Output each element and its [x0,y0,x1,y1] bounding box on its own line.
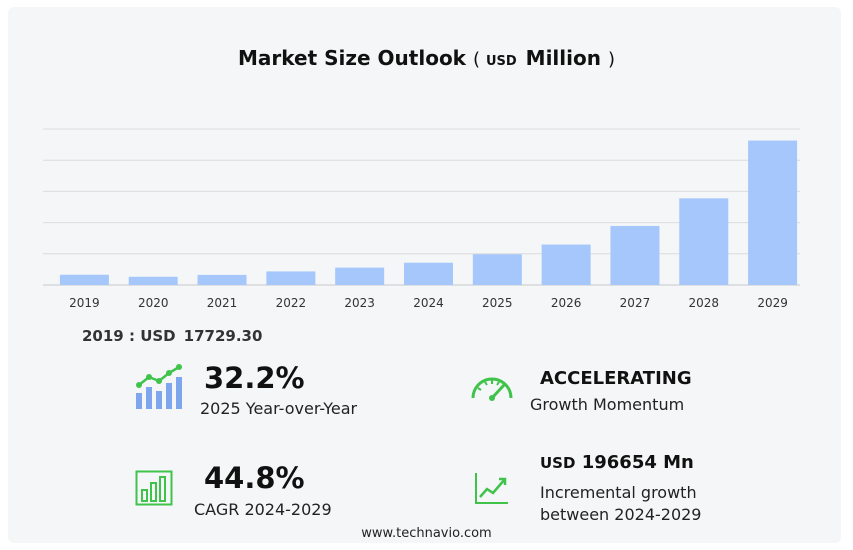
bar-chart-icon [135,470,173,506]
cagr-label: CAGR 2024-2029 [194,500,332,519]
momentum-label: Growth Momentum [530,395,685,414]
x-tick-label-2019: 2019 [69,296,100,310]
bar-2025[interactable] [472,254,522,285]
x-tick-label-2023: 2023 [344,296,375,310]
x-tick-label-2020: 2020 [138,296,169,310]
base-year-value: 2019 : USD 17729.30 [82,327,262,345]
incremental-value: USD 196654 Mn [540,452,694,473]
base-year-number: 17729.30 [183,327,263,345]
x-tick-label-2027: 2027 [620,296,651,310]
bar-2029[interactable] [748,140,798,285]
cagr-value: 44.8% [204,461,305,495]
bar-2024[interactable] [404,262,453,285]
x-tick-label-2025: 2025 [482,296,513,310]
bar-chart: 2019 2020 2021 2022 2023 2024 2025 2026 2027 2028… [43,128,800,310]
x-tick-label-2024: 2024 [413,296,444,310]
incremental-prefix: USD [540,454,576,472]
yoy-value: 32.2% [204,361,305,395]
incremental-label-line2: between 2024-2029 [540,505,702,524]
x-tick-label-2022: 2022 [276,296,307,310]
title-unit-suffix: Million [525,46,601,70]
speedometer-icon [471,377,513,401]
bar-2023[interactable] [335,267,385,285]
bar-2028[interactable] [679,198,729,285]
bar-2026[interactable] [541,244,591,285]
base-year-label: 2019 : USD [82,327,176,345]
line-trend-icon [475,473,508,504]
bar-2020[interactable] [128,276,178,285]
yoy-label: 2025 Year-over-Year [200,399,358,418]
incremental-number: 196654 Mn [581,452,694,473]
bar-trend-icon [136,364,182,409]
bar-2019[interactable] [59,274,109,285]
x-tick-label-2026: 2026 [551,296,582,310]
footer-url[interactable]: www.technavio.com [361,526,492,541]
x-tick-label-2028: 2028 [688,296,719,310]
chart-title: Market Size Outlook (USD Million ) [238,46,615,70]
momentum-value: ACCELERATING [540,368,692,389]
bar-2027[interactable] [610,225,660,285]
x-tick-label-2029: 2029 [757,296,788,310]
title-unit-prefix: USD [485,54,517,69]
title-text: Market Size Outlook [238,46,466,70]
bar-2022[interactable] [266,271,316,285]
incremental-label-line1: Incremental growth [540,483,697,502]
x-tick-label-2021: 2021 [207,296,238,310]
bar-2021[interactable] [197,274,247,285]
